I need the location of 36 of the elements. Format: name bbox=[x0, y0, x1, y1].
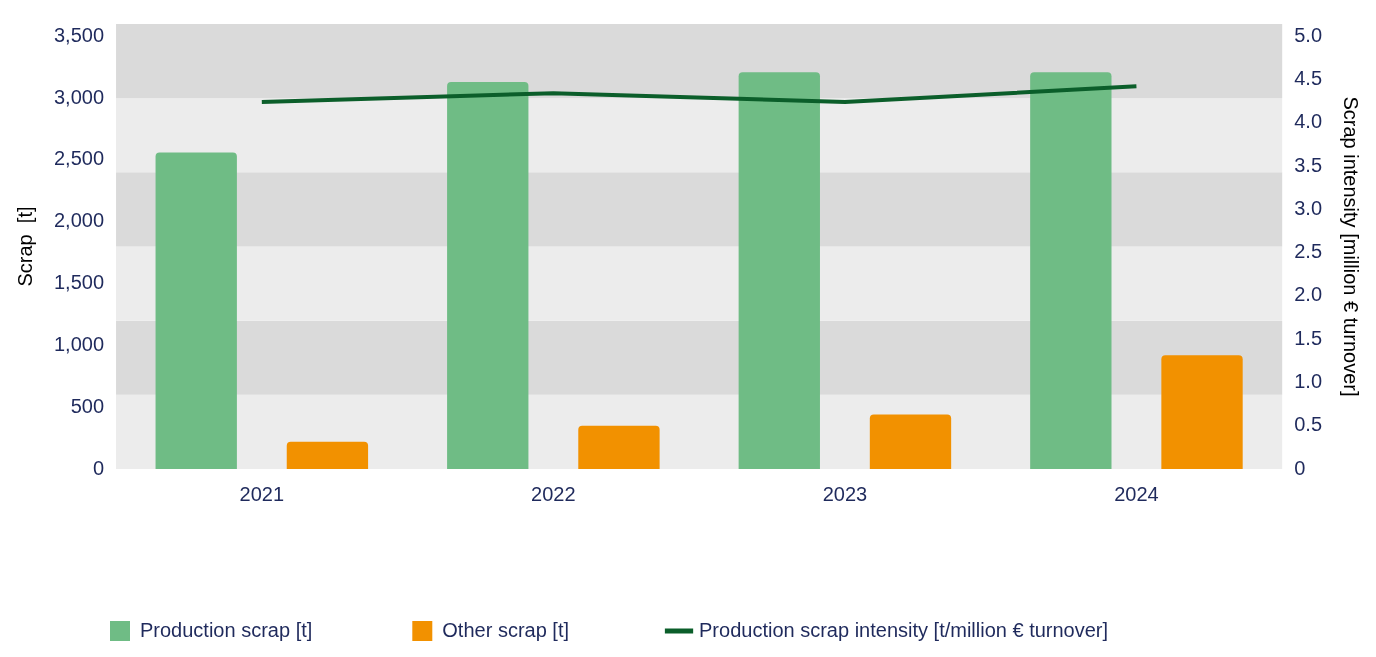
y2-axis-title: Scrap intensity [million € turnover] bbox=[1340, 96, 1363, 397]
y-tick-label: 2,000 bbox=[53, 209, 105, 232]
y2-tick-label: 1.0 bbox=[1294, 369, 1323, 392]
y-tick-label: 2,500 bbox=[53, 147, 105, 170]
bar bbox=[578, 425, 660, 469]
y-tick-label: 3,500 bbox=[53, 23, 105, 46]
y2-tick-label: 3.5 bbox=[1294, 153, 1323, 176]
bar bbox=[286, 441, 369, 469]
bar bbox=[869, 414, 952, 469]
y2-tick-label: 3.0 bbox=[1294, 196, 1323, 219]
legend-label: Other scrap [t] bbox=[442, 618, 570, 641]
bar bbox=[1161, 355, 1243, 469]
legend-label: Production scrap intensity [t/million € turnover] bbox=[699, 618, 1109, 641]
x-tick-label: 2023 bbox=[822, 482, 868, 505]
y2-tick-label: 0.5 bbox=[1294, 413, 1323, 436]
x-tick-label: 2022 bbox=[531, 482, 576, 505]
y2-tick-label: 2.0 bbox=[1294, 283, 1323, 306]
y2-tick-label: 0 bbox=[1294, 456, 1306, 479]
legend-label: Production scrap [t] bbox=[140, 618, 313, 641]
y2-tick-label: 4.0 bbox=[1294, 110, 1323, 133]
bar bbox=[1030, 72, 1112, 469]
y2-tick-label: 5.0 bbox=[1294, 23, 1323, 46]
bar bbox=[155, 152, 237, 469]
y-tick-label: 1,000 bbox=[53, 332, 105, 355]
x-tick-label: 2024 bbox=[1114, 482, 1159, 505]
y2-tick-label: 1.5 bbox=[1294, 326, 1323, 349]
y2-tick-label: 2.5 bbox=[1294, 240, 1323, 263]
bar bbox=[447, 82, 529, 469]
y-tick-label: 500 bbox=[70, 394, 105, 417]
y-axis-title: Scrap [t] bbox=[13, 206, 36, 287]
y-tick-label: 0 bbox=[92, 456, 105, 479]
bar bbox=[738, 72, 820, 469]
y-tick-label: 3,000 bbox=[53, 85, 105, 108]
x-tick-label: 2021 bbox=[239, 482, 285, 505]
y2-tick-label: 4.5 bbox=[1294, 66, 1323, 89]
y-tick-label: 1,500 bbox=[53, 271, 105, 294]
